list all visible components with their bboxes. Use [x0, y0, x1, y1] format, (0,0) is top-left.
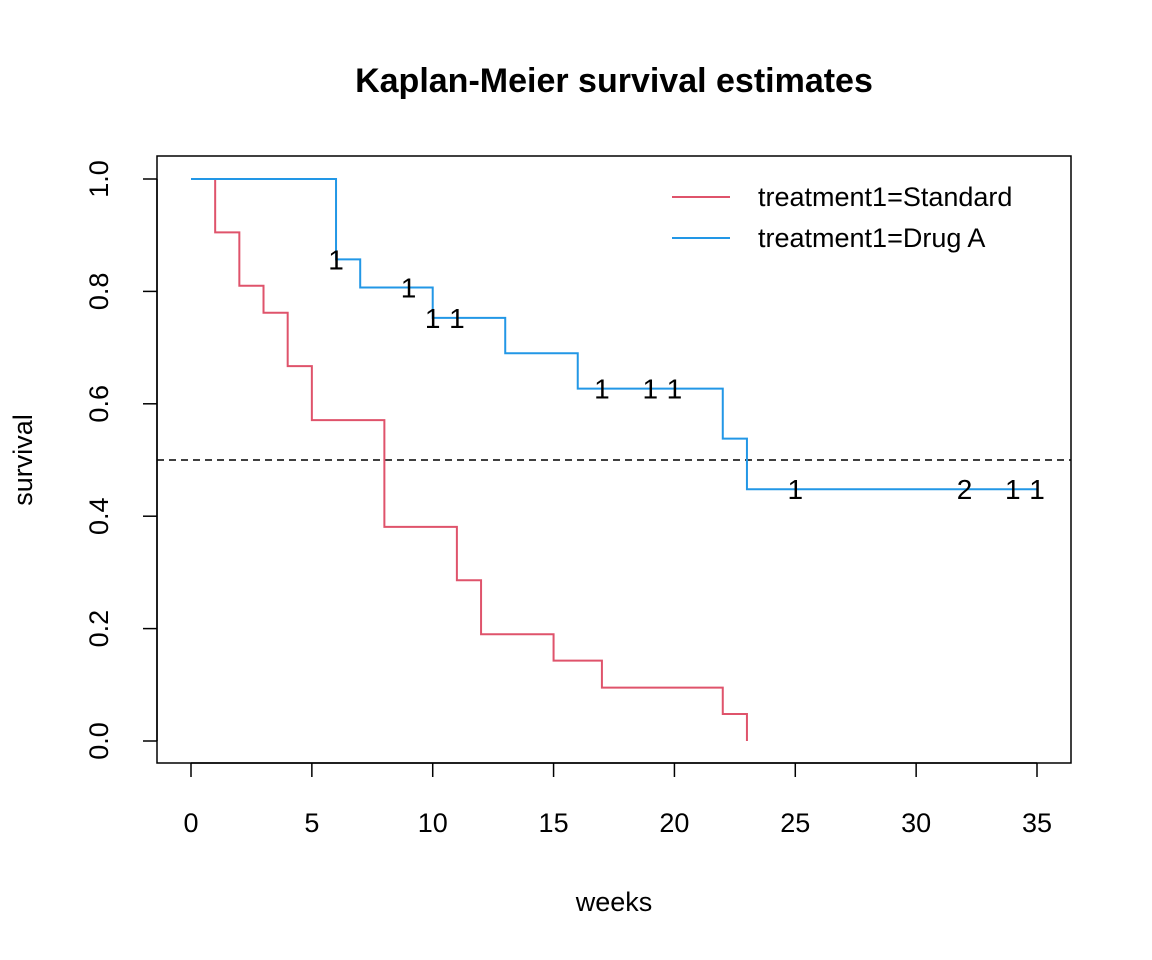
censor-mark: 1 — [667, 374, 683, 405]
x-tick-label: 25 — [780, 808, 810, 838]
y-tick-label: 0.6 — [84, 385, 114, 423]
x-tick-label: 30 — [901, 808, 931, 838]
censor-mark: 1 — [449, 303, 465, 334]
x-axis-label: weeks — [575, 887, 653, 917]
series-2: 111 11 1 11 2 1 1 — [191, 178, 1045, 505]
series-1 — [191, 178, 748, 741]
series-layer: 111 11 1 11 2 1 1 — [191, 178, 1045, 741]
x-axis: 0 5 10 15 20 25 30 35 — [183, 762, 1052, 838]
censor-mark: 1 — [1029, 474, 1045, 505]
censor-mark: 1 — [401, 272, 417, 303]
survival-curve — [191, 178, 1037, 491]
y-tick-label: 1.0 — [84, 160, 114, 198]
x-tick-label: 20 — [659, 808, 689, 838]
censor-mark: 2 — [957, 474, 973, 505]
legend-label: treatment1=Standard — [758, 182, 1012, 212]
legend: treatment1=Standard treatment1=Drug A — [672, 182, 1012, 253]
censor-mark: 1 — [328, 244, 344, 275]
legend-label: treatment1=Drug A — [758, 223, 985, 253]
x-tick-label: 0 — [183, 808, 198, 838]
y-axis: 0.0 0.2 0.4 0.6 0.8 1.0 — [84, 160, 158, 760]
x-tick-label: 15 — [539, 808, 569, 838]
censor-mark: 1 — [1005, 474, 1021, 505]
x-tick-label: 5 — [304, 808, 319, 838]
y-tick-label: 0.8 — [84, 273, 114, 311]
x-tick-label: 10 — [418, 808, 448, 838]
censor-mark: 1 — [787, 474, 803, 505]
y-tick-label: 0.0 — [84, 722, 114, 760]
censor-mark: 1 — [642, 374, 658, 405]
y-tick-label: 0.2 — [84, 610, 114, 648]
chart-title: Kaplan-Meier survival estimates — [355, 62, 873, 100]
y-tick-label: 0.4 — [84, 497, 114, 535]
survival-curve — [191, 178, 748, 741]
censor-mark: 1 — [594, 374, 610, 405]
y-axis-label: survival — [8, 414, 38, 506]
censor-mark: 1 — [425, 303, 441, 334]
x-tick-label: 35 — [1022, 808, 1052, 838]
